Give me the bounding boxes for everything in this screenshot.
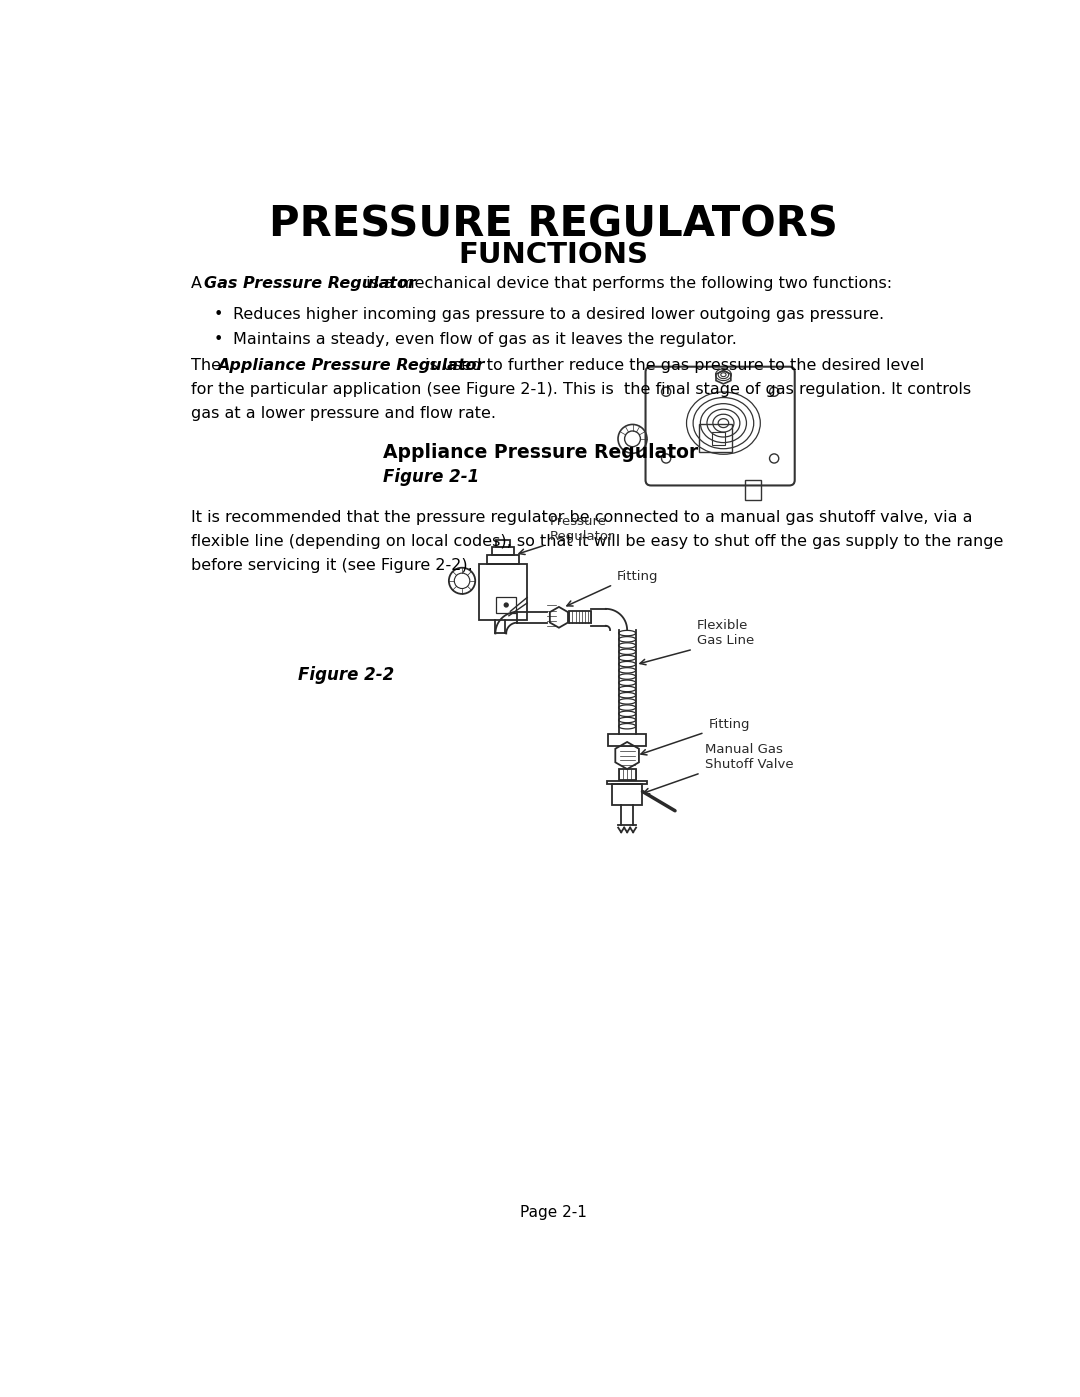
Text: PRESSURE REGULATORS: PRESSURE REGULATORS [269, 204, 838, 246]
Text: before servicing it (see Figure 2-2).: before servicing it (see Figure 2-2). [191, 557, 473, 573]
Text: Fitting: Fitting [708, 718, 750, 731]
Text: Manual Gas
Shutoff Valve: Manual Gas Shutoff Valve [704, 743, 793, 771]
FancyArrowPatch shape [645, 793, 673, 809]
Text: Flexible
Gas Line: Flexible Gas Line [697, 619, 754, 647]
Text: gas at a lower pressure and flow rate.: gas at a lower pressure and flow rate. [191, 405, 496, 420]
Text: flexible line (depending on local codes), so that it will be easy to shut off th: flexible line (depending on local codes)… [191, 534, 1003, 549]
Text: •: • [214, 331, 224, 346]
Text: Appliance Pressure Regulator: Appliance Pressure Regulator [217, 358, 485, 373]
Text: Page 2-1: Page 2-1 [521, 1206, 586, 1220]
Text: Fitting: Fitting [617, 570, 659, 583]
Text: •: • [214, 307, 224, 323]
Text: for the particular application (see Figure 2-1). This is  the final stage of gas: for the particular application (see Figu… [191, 381, 971, 397]
Circle shape [504, 604, 509, 606]
Text: It is recommended that the pressure regulator be connected to a manual gas shuto: It is recommended that the pressure regu… [191, 510, 972, 525]
Text: Figure 2-1: Figure 2-1 [383, 468, 480, 486]
Text: The: The [191, 358, 226, 373]
Text: Figure 2-2: Figure 2-2 [298, 666, 394, 683]
Text: Reduces higher incoming gas pressure to a desired lower outgoing gas pressure.: Reduces higher incoming gas pressure to … [233, 307, 885, 323]
Text: Appliance Pressure Regulator: Appliance Pressure Regulator [383, 443, 699, 461]
Text: is used to further reduce the gas pressure to the desired level: is used to further reduce the gas pressu… [420, 358, 924, 373]
Text: is a mechanical device that performs the following two functions:: is a mechanical device that performs the… [361, 277, 892, 291]
Text: Maintains a steady, even flow of gas as it leaves the regulator.: Maintains a steady, even flow of gas as … [233, 331, 738, 346]
Text: Gas Pressure Regulator: Gas Pressure Regulator [204, 277, 416, 291]
Text: A: A [191, 277, 207, 291]
Text: FUNCTIONS: FUNCTIONS [459, 240, 648, 268]
Text: Pressure
Regulator: Pressure Regulator [550, 515, 615, 543]
